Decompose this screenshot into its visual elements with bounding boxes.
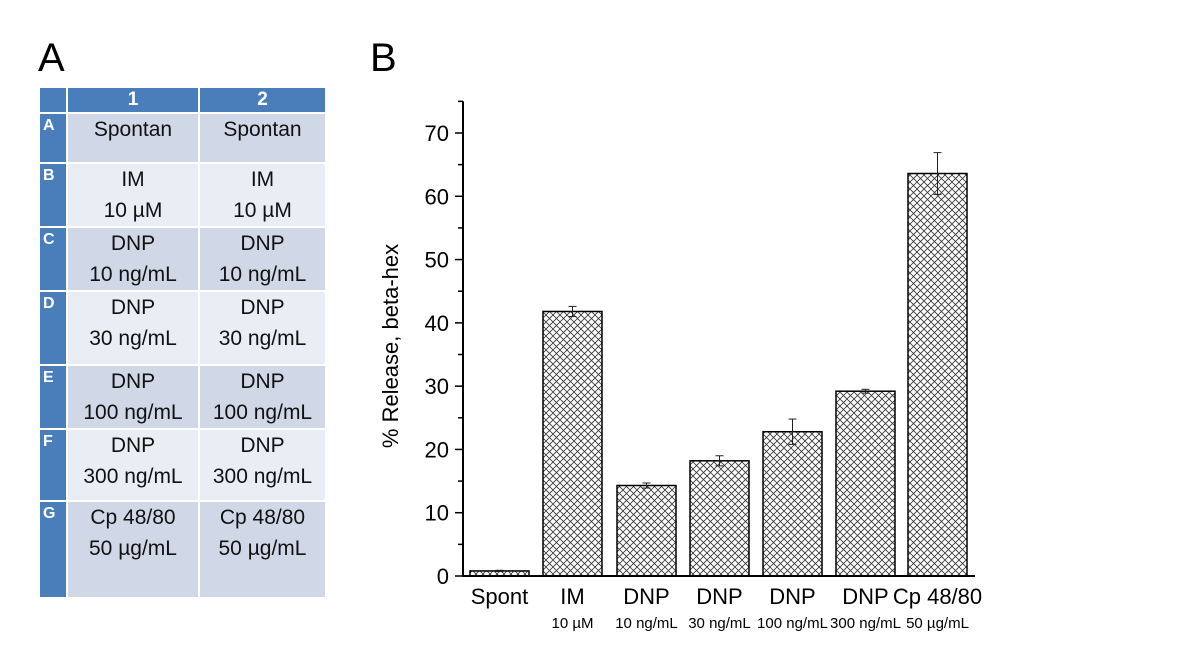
y-axis-label: % Release, beta-hex — [378, 244, 403, 448]
well-text: 10 ng/mL — [89, 263, 177, 286]
well-text: 30 ng/mL — [218, 327, 307, 350]
table-row: D DNP 30 ng/mL DNP 30 ng/mL — [40, 292, 325, 364]
well-text: Cp 48/80 — [219, 506, 306, 529]
y-tick-label: 0 — [437, 564, 449, 589]
well-cell: Spontan — [68, 114, 198, 162]
x-tick-label: DNP — [842, 584, 888, 609]
well-text: 100 ng/mL — [212, 401, 313, 424]
well-cell: DNP 10 ng/mL — [68, 228, 198, 290]
x-tick-label: IM — [560, 584, 584, 609]
well-text: DNP — [240, 296, 285, 319]
table-row: B IM 10 µM IM 10 µM — [40, 164, 325, 226]
x-tick-label: Spont — [471, 584, 529, 609]
bar — [835, 390, 896, 577]
bar — [469, 570, 530, 577]
bar — [616, 484, 677, 577]
y-tick-label: 40 — [425, 311, 449, 336]
well-text: 100 ng/mL — [83, 401, 183, 424]
bar — [689, 460, 750, 577]
well-cell: DNP 30 ng/mL — [200, 292, 325, 364]
x-tick-sublabel: 10 µM — [552, 615, 594, 632]
well-text: Spontan — [93, 118, 173, 141]
row-label: D — [40, 292, 66, 364]
bar — [542, 310, 603, 577]
well-text: Cp 48/80 — [90, 506, 176, 529]
well-cell: Cp 48/80 50 µg/mL — [68, 502, 198, 597]
corner-cell — [40, 88, 66, 112]
row-label: A — [40, 114, 66, 162]
x-tick-sublabel: 30 ng/mL — [688, 615, 751, 632]
well-text: 50 µg/mL — [218, 537, 307, 560]
bar — [907, 172, 968, 577]
y-tick-label: 10 — [425, 501, 449, 526]
well-cell: IM 10 µM — [68, 164, 198, 226]
x-tick-sublabel: 100 ng/mL — [757, 615, 828, 632]
well-text: Spontan — [223, 118, 302, 141]
well-text: 300 ng/mL — [212, 465, 313, 488]
x-tick-sublabel: 10 ng/mL — [615, 615, 678, 632]
well-text: IM — [121, 168, 145, 191]
well-cell: DNP 300 ng/mL — [68, 430, 198, 500]
well-cell: Cp 48/80 50 µg/mL — [200, 502, 325, 597]
well-text: IM — [250, 168, 275, 191]
table-row: F DNP 300 ng/mL DNP 300 ng/mL — [40, 430, 325, 500]
well-text: DNP — [240, 370, 285, 393]
column-header: 1 — [68, 88, 198, 112]
x-tick-label: DNP — [769, 584, 815, 609]
panel-a-label: A — [38, 36, 65, 80]
well-cell: DNP 30 ng/mL — [68, 292, 198, 364]
well-cell: IM 10 µM — [200, 164, 325, 226]
well-cell: DNP 100 ng/mL — [200, 366, 325, 428]
row-label: B — [40, 164, 66, 226]
table-row: C DNP 10 ng/mL DNP 10 ng/mL — [40, 228, 325, 290]
y-tick-label: 50 — [425, 248, 449, 273]
plate-layout-table: 1 2 A Spontan Spontan B IM 10 µM IM 10 µM C DNP 10 n… — [38, 86, 327, 599]
table-row: G Cp 48/80 50 µg/mL Cp 48/80 50 µg/mL — [40, 502, 325, 597]
table-row: A Spontan Spontan — [40, 114, 325, 162]
x-tick-label: DNP — [696, 584, 742, 609]
table-row: E DNP 100 ng/mL DNP 100 ng/mL — [40, 366, 325, 428]
x-tick-sublabel: 300 ng/mL — [830, 615, 901, 632]
well-cell: DNP 10 ng/mL — [200, 228, 325, 290]
row-label: G — [40, 502, 66, 597]
well-text: DNP — [110, 434, 156, 457]
well-text: 10 ng/mL — [218, 263, 307, 286]
x-tick-sublabel: 50 µg/mL — [906, 615, 969, 632]
panel-b-label: B — [370, 36, 397, 80]
row-label: E — [40, 366, 66, 428]
well-text: DNP — [240, 434, 285, 457]
well-text: DNP — [240, 232, 285, 255]
well-text: 10 µM — [233, 199, 292, 222]
row-label: F — [40, 430, 66, 500]
well-text: 50 µg/mL — [89, 537, 177, 560]
column-header: 2 — [200, 88, 325, 112]
well-cell: DNP 300 ng/mL — [200, 430, 325, 500]
well-cell: DNP 100 ng/mL — [68, 366, 198, 428]
x-tick-label: DNP — [623, 584, 669, 609]
well-text: DNP — [110, 232, 156, 255]
y-tick-label: 60 — [425, 184, 449, 209]
well-text: DNP — [110, 296, 156, 319]
well-text: 30 ng/mL — [89, 327, 177, 350]
y-tick-label: 30 — [425, 374, 449, 399]
well-cell: Spontan — [200, 114, 325, 162]
well-text: 10 µM — [103, 199, 163, 222]
row-label: C — [40, 228, 66, 290]
well-text: 300 ng/mL — [83, 465, 183, 488]
bar — [762, 430, 823, 577]
y-tick-label: 20 — [425, 437, 449, 462]
well-text: DNP — [110, 370, 156, 393]
x-tick-label: Cp 48/80 — [893, 584, 982, 609]
y-tick-label: 70 — [425, 121, 449, 146]
